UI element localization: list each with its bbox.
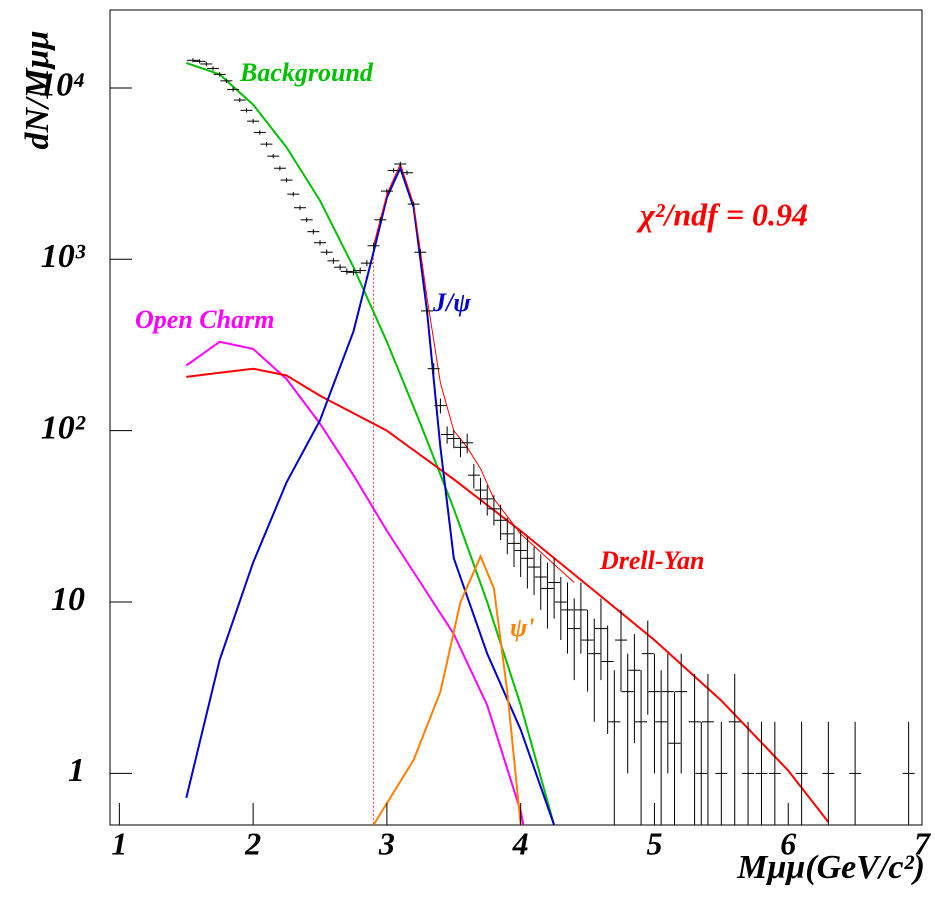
y-tick-label: 10³: [41, 238, 86, 275]
curve-label: ψ': [510, 613, 535, 642]
y-tick-label: 10⁴: [39, 67, 85, 104]
x-tick-label: 6: [780, 825, 796, 861]
curve: [185, 61, 556, 825]
y-tick-label: 10²: [41, 409, 86, 446]
curve: [185, 165, 556, 825]
x-tick-label: 3: [378, 825, 395, 861]
x-tick-label: 2: [244, 825, 261, 861]
plot-area: [185, 58, 915, 825]
y-axis-title: dN/Mμμ: [19, 30, 56, 149]
x-tick-label: 5: [646, 825, 662, 861]
curve: [185, 340, 525, 825]
curve-label: Open Charm: [135, 305, 274, 334]
curve: [186, 367, 830, 823]
curve-label: Drell-Yan: [599, 546, 705, 575]
y-tick-label: 1: [68, 752, 85, 789]
annotation: χ²/ndf = 0.94: [636, 196, 808, 232]
curve-label: Background: [239, 58, 374, 87]
y-tick-label: 10: [51, 581, 85, 618]
curve: [373, 162, 575, 583]
x-tick-label: 1: [111, 825, 127, 861]
curve: [372, 553, 522, 825]
x-axis-title: Mμμ(GeV/c²): [736, 849, 925, 886]
plot-frame: [109, 9, 923, 826]
curve-label: J/ψ: [432, 288, 471, 317]
x-tick-label: 4: [512, 825, 529, 861]
x-tick-label: 7: [914, 825, 932, 861]
